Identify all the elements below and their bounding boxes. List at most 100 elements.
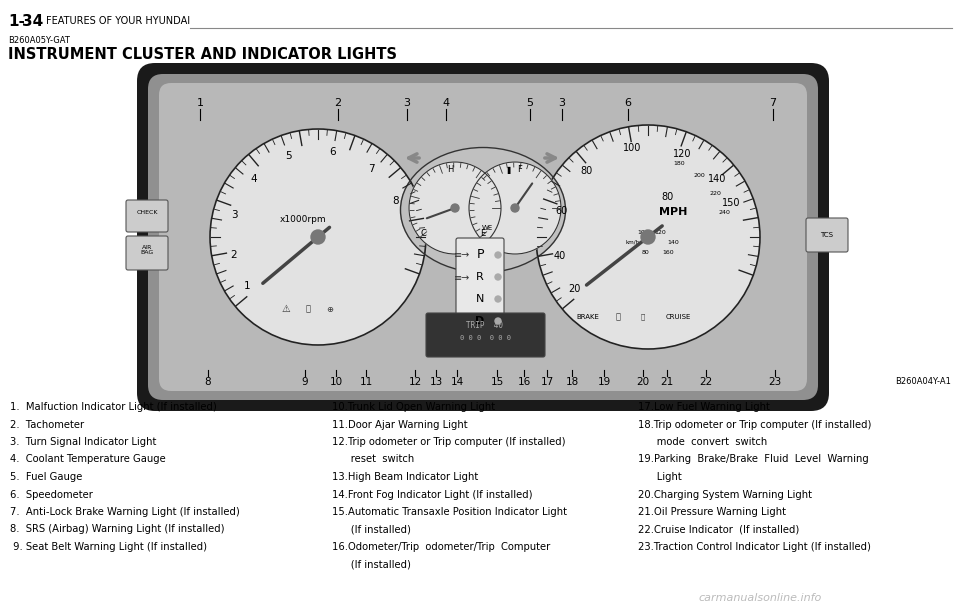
Text: 19.Parking  Brake/Brake  Fluid  Level  Warning: 19.Parking Brake/Brake Fluid Level Warni… [638,455,869,465]
Text: 5: 5 [526,98,534,108]
Text: 🚗: 🚗 [305,305,310,313]
Text: INSTRUMENT CLUSTER AND INDICATOR LIGHTS: INSTRUMENT CLUSTER AND INDICATOR LIGHTS [8,47,397,62]
Text: 18: 18 [565,377,579,387]
Text: 8: 8 [393,196,399,206]
Circle shape [451,204,459,212]
Text: WE: WE [481,225,492,231]
Text: 20: 20 [568,283,581,294]
Text: 5.  Fuel Gauge: 5. Fuel Gauge [10,472,83,482]
Text: 21: 21 [660,377,674,387]
Text: 6: 6 [625,98,632,108]
Text: (If installed): (If installed) [332,524,411,534]
Text: 80: 80 [661,192,674,202]
Text: F: F [517,165,522,174]
Circle shape [495,274,501,280]
Text: 220: 220 [709,191,721,196]
Text: 10: 10 [329,377,343,387]
Text: 80: 80 [581,166,592,176]
Text: 20.Charging System Warning Light: 20.Charging System Warning Light [638,490,812,499]
FancyBboxPatch shape [148,74,818,400]
Text: C: C [420,228,426,237]
Text: BRAKE: BRAKE [577,314,599,320]
Text: 23: 23 [768,377,781,387]
Text: 13.High Beam Indicator Light: 13.High Beam Indicator Light [332,472,478,482]
FancyBboxPatch shape [806,218,848,252]
Circle shape [511,204,519,212]
Text: 18.Trip odometer or Trip computer (If installed): 18.Trip odometer or Trip computer (If in… [638,419,872,430]
Text: (If installed): (If installed) [332,559,411,570]
Text: 14.Front Fog Indicator Light (If installed): 14.Front Fog Indicator Light (If install… [332,490,533,499]
Text: 9: 9 [301,377,308,387]
Text: N: N [476,294,484,304]
Text: 17.Low Fuel Warning Light: 17.Low Fuel Warning Light [638,402,770,412]
Text: 120: 120 [672,149,691,159]
Circle shape [495,296,501,302]
Text: 21.Oil Pressure Warning Light: 21.Oil Pressure Warning Light [638,507,786,517]
Text: ⊕: ⊕ [326,305,333,313]
Text: 120: 120 [654,230,666,234]
Text: 3: 3 [559,98,565,108]
Text: 7: 7 [769,98,777,108]
Text: 7.  Anti-Lock Brake Warning Light (If installed): 7. Anti-Lock Brake Warning Light (If ins… [10,507,240,517]
Text: E: E [480,228,486,237]
Text: 8.  SRS (Airbag) Warning Light (If installed): 8. SRS (Airbag) Warning Light (If instal… [10,524,225,534]
Text: 4.  Coolant Temperature Gauge: 4. Coolant Temperature Gauge [10,455,166,465]
Text: CHECK: CHECK [136,211,157,215]
Text: 3: 3 [231,210,238,220]
Text: 100: 100 [637,230,649,234]
Circle shape [536,125,760,349]
Circle shape [210,129,426,345]
FancyBboxPatch shape [126,200,168,232]
Text: TRIP  40: TRIP 40 [467,321,503,329]
Text: 3: 3 [403,98,411,108]
FancyBboxPatch shape [426,313,545,357]
Text: 11: 11 [359,377,372,387]
Text: 15.Automatic Transaxle Position Indicator Light: 15.Automatic Transaxle Position Indicato… [332,507,567,517]
Text: 8: 8 [204,377,211,387]
Text: B260A04Y-A1: B260A04Y-A1 [895,378,950,387]
Text: 16: 16 [517,377,531,387]
Text: 7: 7 [368,164,374,174]
Text: CRUISE: CRUISE [665,314,690,320]
Text: 140: 140 [667,239,679,245]
FancyBboxPatch shape [456,238,504,337]
Text: 11.Door Ajar Warning Light: 11.Door Ajar Warning Light [332,419,468,430]
Text: 16.Odometer/Trip  odometer/Trip  Computer: 16.Odometer/Trip odometer/Trip Computer [332,542,550,552]
Text: 1.  Malfuction Indicator Light (If installed): 1. Malfuction Indicator Light (If instal… [10,402,217,412]
Text: AIR
BAG: AIR BAG [140,245,154,255]
FancyBboxPatch shape [137,63,829,411]
Text: ≡→: ≡→ [454,273,470,283]
Text: 17: 17 [540,377,554,387]
Text: 80: 80 [642,250,650,255]
Text: ▐: ▐ [504,166,510,174]
Text: 0 0 0  0 0 0: 0 0 0 0 0 0 [460,335,511,341]
Text: 100: 100 [623,143,641,154]
FancyBboxPatch shape [159,83,807,391]
Text: 40: 40 [554,251,566,261]
Circle shape [495,252,501,258]
Text: 6: 6 [329,147,336,157]
Text: 200: 200 [693,173,706,178]
Ellipse shape [400,147,565,272]
Text: 10.Trunk Lid Open Warning Light: 10.Trunk Lid Open Warning Light [332,402,495,412]
Text: 22: 22 [700,377,712,387]
Text: 3.  Turn Signal Indicator Light: 3. Turn Signal Indicator Light [10,437,156,447]
Text: Light: Light [638,472,682,482]
Text: 1: 1 [197,98,204,108]
Text: 6.  Speedometer: 6. Speedometer [10,490,93,499]
Circle shape [495,318,501,324]
Text: 2: 2 [230,250,237,260]
Text: ⬛: ⬛ [615,313,620,321]
Text: P: P [476,248,484,261]
Text: R: R [476,272,484,282]
Text: 12.Trip odometer or Trip computer (If installed): 12.Trip odometer or Trip computer (If in… [332,437,565,447]
Text: 15: 15 [491,377,504,387]
Text: TCS: TCS [821,232,833,238]
Text: 22.Cruise Indicator  (If installed): 22.Cruise Indicator (If installed) [638,524,800,534]
Text: 13: 13 [429,377,443,387]
Text: 9. Seat Belt Warning Light (If installed): 9. Seat Belt Warning Light (If installed… [10,542,207,552]
Text: 2.  Tachometer: 2. Tachometer [10,419,84,430]
Circle shape [409,162,501,254]
Text: 🔋: 🔋 [641,314,645,320]
Text: 160: 160 [662,250,674,255]
